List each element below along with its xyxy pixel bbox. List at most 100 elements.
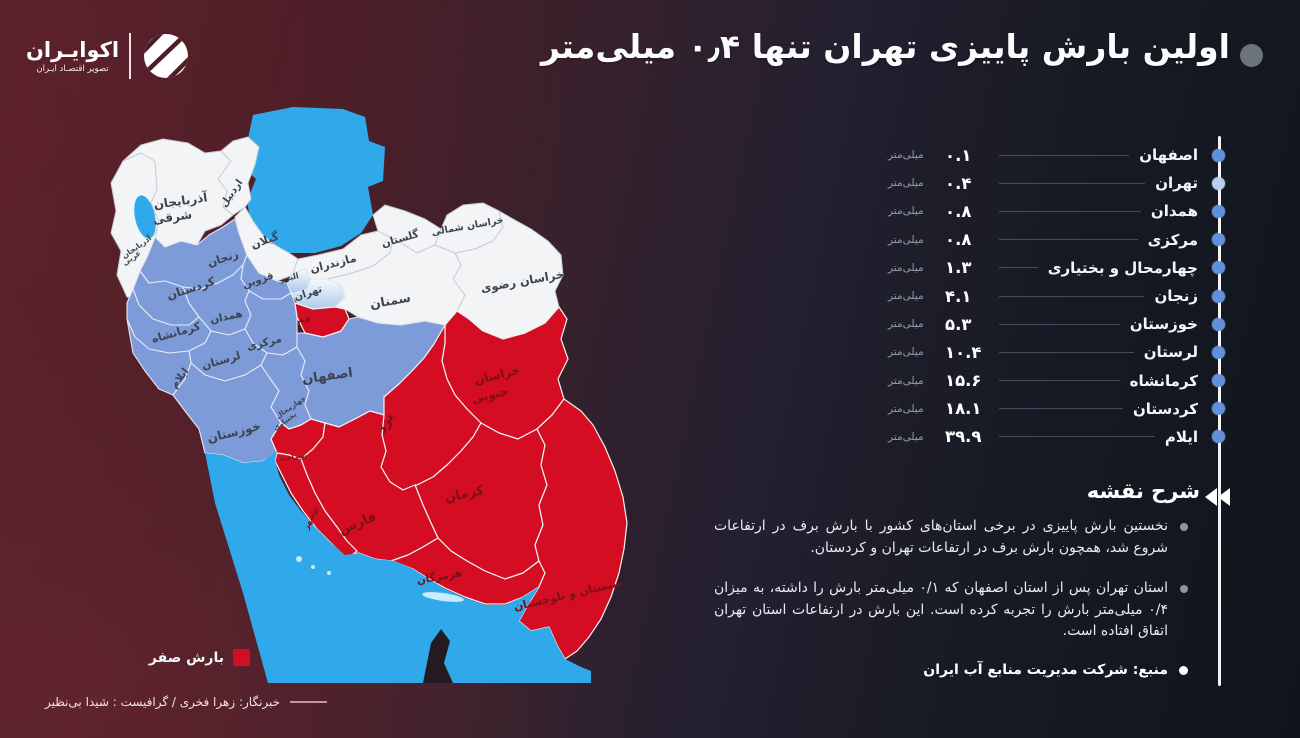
timeline-dot-wrap bbox=[1204, 402, 1233, 416]
timeline-dot bbox=[1212, 430, 1225, 444]
rainfall-value: ۱۵.۶ bbox=[945, 371, 982, 391]
timeline-dot-wrap bbox=[1204, 289, 1233, 303]
rainfall-unit: میلی‌متر bbox=[888, 261, 924, 274]
rainfall-value: ۱.۳ bbox=[945, 258, 972, 278]
ecoiran-logo: اکوایـران تصویر اقتصـاد ایـران bbox=[26, 31, 191, 81]
leader-line bbox=[999, 295, 1145, 297]
province-east-azerbaijan bbox=[122, 138, 234, 248]
province-name: مرکزی bbox=[1147, 230, 1198, 249]
leader-line bbox=[999, 267, 1038, 269]
province-name: خوزستان bbox=[1129, 315, 1198, 334]
map-label: شرقی bbox=[152, 207, 193, 226]
gulf-island bbox=[311, 565, 315, 569]
timeline-dot-wrap bbox=[1204, 374, 1233, 388]
timeline-dot bbox=[1212, 233, 1225, 247]
caspian-sea bbox=[243, 107, 385, 253]
rainfall-value: ۰.۸ bbox=[945, 230, 972, 250]
map-legend: بارش صفر bbox=[149, 649, 250, 666]
persian-gulf bbox=[205, 451, 591, 683]
timeline-dot bbox=[1212, 345, 1225, 359]
province-name: تهران bbox=[1155, 174, 1198, 193]
timeline-dot-wrap bbox=[1204, 233, 1233, 247]
rainfall-unit: میلی‌متر bbox=[888, 149, 924, 162]
leader-line bbox=[999, 436, 1155, 438]
logo-divider bbox=[129, 33, 132, 79]
rainfall-row: لرستان ۱۰.۴ میلی‌متر bbox=[888, 338, 1233, 366]
source-line: منبع: شرکت مدیریت منابع آب ایران bbox=[923, 662, 1188, 678]
province-ardabil bbox=[217, 136, 260, 216]
province-name: ایلام bbox=[1164, 427, 1198, 446]
leader-line bbox=[999, 210, 1141, 212]
rainfall-row: مرکزی ۰.۸ میلی‌متر bbox=[888, 226, 1233, 254]
credits-line: خبرنگار: زهرا فخری / گرافیست : شیدا بی‌ن… bbox=[45, 695, 328, 709]
rainfall-value: ۱۸.۱ bbox=[945, 399, 982, 419]
legend-zero-rain-swatch bbox=[233, 649, 250, 666]
province-name: لرستان bbox=[1143, 343, 1198, 362]
rainfall-value: ۵.۳ bbox=[945, 314, 972, 334]
timeline-dot-wrap bbox=[1204, 176, 1233, 190]
iran-rainfall-map: آذربایجانشرقیآذربایجانغربیاردبیلگیلانزنج… bbox=[110, 107, 628, 683]
page-title: اولین بارش پاییزی تهران تنها ۰٫۴ میلی‌مت… bbox=[540, 27, 1230, 66]
rainfall-row: کرمانشاه ۱۵.۶ میلی‌متر bbox=[888, 367, 1233, 395]
musandam-peninsula bbox=[423, 629, 453, 683]
logo-brand-name: اکوایـران bbox=[26, 38, 120, 62]
rainfall-unit: میلی‌متر bbox=[888, 402, 924, 415]
rainfall-unit: میلی‌متر bbox=[888, 177, 924, 190]
timeline-dot-wrap bbox=[1204, 261, 1233, 275]
timeline-dot-wrap bbox=[1204, 345, 1233, 359]
rainfall-unit: میلی‌متر bbox=[888, 205, 924, 218]
credits-text: خبرنگار: زهرا فخری / گرافیست : شیدا بی‌ن… bbox=[45, 695, 281, 709]
rainfall-row: کردستان ۱۸.۱ میلی‌متر bbox=[888, 395, 1233, 423]
rainfall-row: همدان ۰.۸ میلی‌متر bbox=[888, 197, 1233, 225]
province-qom bbox=[294, 302, 350, 338]
rainfall-unit: میلی‌متر bbox=[888, 290, 924, 303]
timeline-dot bbox=[1212, 289, 1225, 303]
leader-line bbox=[999, 380, 1120, 382]
rainfall-unit: میلی‌متر bbox=[888, 346, 924, 359]
leader-line bbox=[999, 154, 1130, 156]
credits-dash bbox=[290, 701, 328, 703]
timeline-dot-wrap bbox=[1204, 317, 1233, 331]
rainfall-unit: میلی‌متر bbox=[888, 318, 924, 331]
notes-heading: شرح نقشه bbox=[1086, 479, 1200, 503]
logo-text: اکوایـران تصویر اقتصـاد ایـران bbox=[26, 38, 119, 74]
province-name: کردستان bbox=[1132, 399, 1198, 418]
rainfall-value: ۴.۱ bbox=[945, 286, 972, 306]
timeline-dot bbox=[1212, 374, 1225, 388]
gulf-island bbox=[327, 571, 331, 575]
map-label: سمنان bbox=[369, 290, 412, 312]
map-label: اصفهان bbox=[301, 366, 354, 388]
province-name: کرمانشاه bbox=[1129, 371, 1198, 390]
province-name: همدان bbox=[1150, 202, 1198, 221]
rainfall-value: ۰.۴ bbox=[945, 173, 972, 193]
timeline-dot-wrap bbox=[1204, 204, 1233, 218]
leader-line bbox=[999, 182, 1146, 184]
notes-bullets: نخستین بارش پاییزی در برخی استان‌های کشو… bbox=[714, 516, 1188, 662]
rainfall-unit: میلی‌متر bbox=[888, 374, 924, 387]
timeline-dot-wrap bbox=[1204, 430, 1233, 444]
leader-line bbox=[999, 408, 1123, 410]
timeline-dot bbox=[1212, 176, 1225, 190]
rainfall-value: ۱۰.۴ bbox=[945, 342, 982, 362]
rainfall-row: زنجان ۴.۱ میلی‌متر bbox=[888, 282, 1233, 310]
rainfall-value: ۳۹.۹ bbox=[945, 427, 982, 447]
rainfall-row: اصفهان ۰.۱ میلی‌متر bbox=[888, 141, 1233, 169]
map-label: بویراحمد bbox=[278, 451, 307, 463]
rainfall-value: ۰.۱ bbox=[945, 145, 972, 165]
province-name: چهارمحال و بختیاری bbox=[1047, 258, 1198, 277]
province-name: زنجان bbox=[1154, 287, 1198, 306]
map-label: البرز bbox=[278, 271, 299, 284]
province-name: اصفهان bbox=[1139, 146, 1198, 165]
qeshm-island bbox=[422, 592, 464, 602]
map-label: قم bbox=[298, 315, 311, 325]
rainfall-row: چهارمحال و بختیاری ۱.۳ میلی‌متر bbox=[888, 254, 1233, 282]
rainfall-unit: میلی‌متر bbox=[888, 430, 924, 443]
rainfall-row: ایلام ۳۹.۹ میلی‌متر bbox=[888, 423, 1233, 451]
note-bullet: استان تهران پس از استان اصفهان که ۰/۱ می… bbox=[714, 578, 1188, 643]
note-bullet: نخستین بارش پاییزی در برخی استان‌های کشو… bbox=[714, 516, 1188, 559]
rainfall-row: تهران ۰.۴ میلی‌متر bbox=[888, 169, 1233, 197]
rainfall-value: ۰.۸ bbox=[945, 201, 972, 221]
leader-line bbox=[999, 351, 1134, 353]
timeline-dot bbox=[1212, 204, 1225, 218]
rewind-arrows-icon bbox=[1205, 488, 1230, 506]
